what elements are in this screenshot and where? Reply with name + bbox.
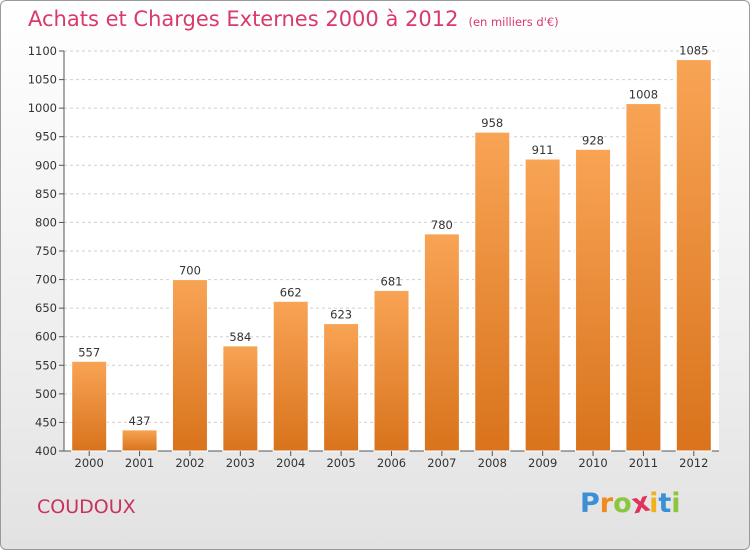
y-tick-label: 650 xyxy=(35,301,57,315)
title-unit: (en milliers d'€) xyxy=(468,15,559,29)
bar xyxy=(524,158,561,452)
x-tick-label: 2008 xyxy=(478,456,507,470)
x-tick-label: 2005 xyxy=(326,456,355,470)
logo-letter: i xyxy=(649,488,659,519)
y-tick-label: 1000 xyxy=(28,101,57,115)
title-main: Achats et Charges Externes 2000 à 2012 xyxy=(28,7,459,31)
y-tick-label: 550 xyxy=(35,358,57,372)
bar xyxy=(323,323,360,452)
data-label: 662 xyxy=(280,285,302,299)
data-label: 1008 xyxy=(629,88,658,102)
x-tick-label: 2012 xyxy=(679,456,708,470)
y-tick-label: 400 xyxy=(35,444,57,458)
data-label: 437 xyxy=(129,414,151,428)
bar xyxy=(474,131,511,452)
y-tick-label: 700 xyxy=(35,273,57,287)
x-tick-label: 2001 xyxy=(125,456,154,470)
bar xyxy=(222,345,259,452)
bar xyxy=(71,360,108,452)
y-tick-label: 850 xyxy=(35,187,57,201)
y-tick-label: 950 xyxy=(35,130,57,144)
bar xyxy=(121,429,158,452)
commune-name: COUDOUX xyxy=(37,496,136,518)
data-label: 700 xyxy=(179,264,201,278)
bar xyxy=(675,59,712,452)
bar xyxy=(575,148,612,452)
data-label: 557 xyxy=(78,345,100,359)
x-tick-label: 2011 xyxy=(629,456,658,470)
x-tick-label: 2003 xyxy=(226,456,255,470)
data-label: 584 xyxy=(229,330,251,344)
y-tick-label: 1100 xyxy=(28,44,57,58)
logo-letter: i xyxy=(671,488,681,519)
bar xyxy=(171,279,208,452)
data-label: 911 xyxy=(532,143,554,157)
x-tick-label: 2007 xyxy=(427,456,456,470)
y-tick-label: 450 xyxy=(35,415,57,429)
bar xyxy=(272,300,309,452)
bar xyxy=(625,103,662,452)
x-tick-label: 2004 xyxy=(276,456,305,470)
data-label: 928 xyxy=(582,133,604,147)
logo-letter: P xyxy=(580,488,600,519)
logo-letter: t xyxy=(658,488,672,519)
data-label: 681 xyxy=(381,274,403,288)
data-label: 1085 xyxy=(679,44,708,58)
bar xyxy=(423,233,460,452)
y-tick-label: 1050 xyxy=(28,73,57,87)
x-tick-label: 2006 xyxy=(377,456,406,470)
logo-letter: r xyxy=(599,488,614,519)
y-tick-label: 500 xyxy=(35,387,57,401)
y-tick-label: 600 xyxy=(35,330,57,344)
proxiti-logo: Proxiti xyxy=(580,487,681,521)
x-tick-label: 2002 xyxy=(175,456,204,470)
data-label: 623 xyxy=(330,308,352,322)
data-label: 958 xyxy=(481,116,503,130)
data-label: 780 xyxy=(431,218,453,232)
x-tick-label: 2010 xyxy=(578,456,607,470)
bar xyxy=(373,289,410,452)
y-tick-label: 750 xyxy=(35,244,57,258)
chart-title: Achats et Charges Externes 2000 à 2012 (e… xyxy=(28,7,559,31)
logo-letter: o xyxy=(613,488,632,519)
y-tick-label: 900 xyxy=(35,158,57,172)
y-tick-label: 800 xyxy=(35,215,57,229)
x-tick-label: 2009 xyxy=(528,456,557,470)
x-tick-label: 2000 xyxy=(75,456,104,470)
